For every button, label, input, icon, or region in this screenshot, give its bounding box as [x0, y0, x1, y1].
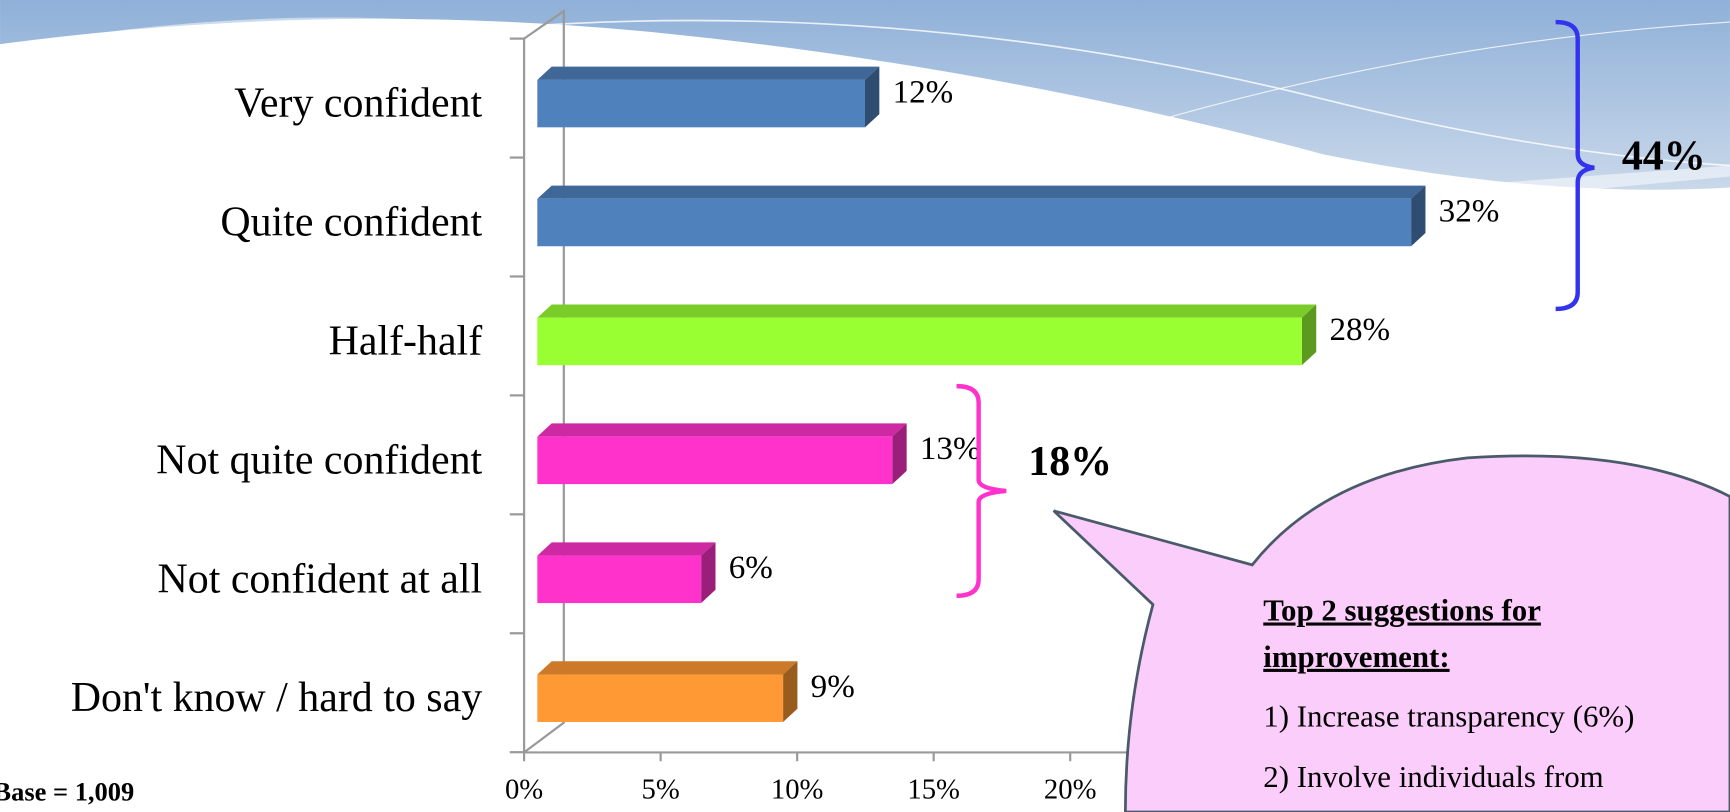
x-tick-label: 0% [505, 774, 543, 806]
value-label: 12% [893, 74, 954, 110]
callout-item: 2) Involve individuals from [1263, 759, 1603, 794]
bar [537, 67, 879, 128]
x-tick-label: 10% [771, 774, 824, 806]
bar-top [537, 305, 1316, 318]
category-label: Not confident at all [157, 556, 482, 602]
x-tick-label: 20% [1044, 774, 1097, 806]
bar [537, 423, 906, 484]
bracket-label: 18% [1028, 439, 1112, 485]
category-label: Half-half [329, 318, 483, 364]
x-tick-label: 5% [642, 774, 680, 806]
bar-top [537, 423, 906, 436]
callout-item: 1) Increase transparency (6%) [1263, 698, 1634, 733]
x-tick-label: 15% [907, 774, 960, 806]
bar-front [537, 199, 1411, 246]
bar-top [537, 542, 715, 555]
bar-top [537, 186, 1425, 199]
bar [537, 542, 715, 603]
value-label: 28% [1329, 312, 1390, 348]
bar [537, 305, 1316, 366]
bar [537, 186, 1425, 247]
bar-front [537, 318, 1302, 365]
bar-front [537, 437, 892, 484]
value-label: 32% [1439, 193, 1500, 229]
bar-front [537, 80, 865, 127]
bracket-label: 44% [1622, 134, 1706, 180]
bracket [957, 386, 1007, 596]
category-label: Quite confident [220, 199, 482, 245]
category-label: Not quite confident [156, 437, 482, 483]
chart: 0% 5% 10% 15% 20% 12% Very confident 32% Quite c… [0, 0, 1730, 812]
value-label: 6% [729, 550, 773, 586]
category-label: Don't know / hard to say [71, 675, 482, 721]
base-note: Base = 1,009 [0, 776, 134, 806]
bar-top [537, 661, 797, 674]
value-label: 9% [811, 669, 855, 705]
callout-title: improvement: [1263, 639, 1449, 674]
callout-title: Top 2 suggestions for [1263, 593, 1541, 628]
bar [537, 661, 797, 722]
bar-top [537, 67, 879, 80]
bar-front [537, 675, 783, 722]
value-label: 13% [920, 431, 981, 467]
category-label: Very confident [234, 81, 482, 127]
bar-front [537, 556, 701, 603]
